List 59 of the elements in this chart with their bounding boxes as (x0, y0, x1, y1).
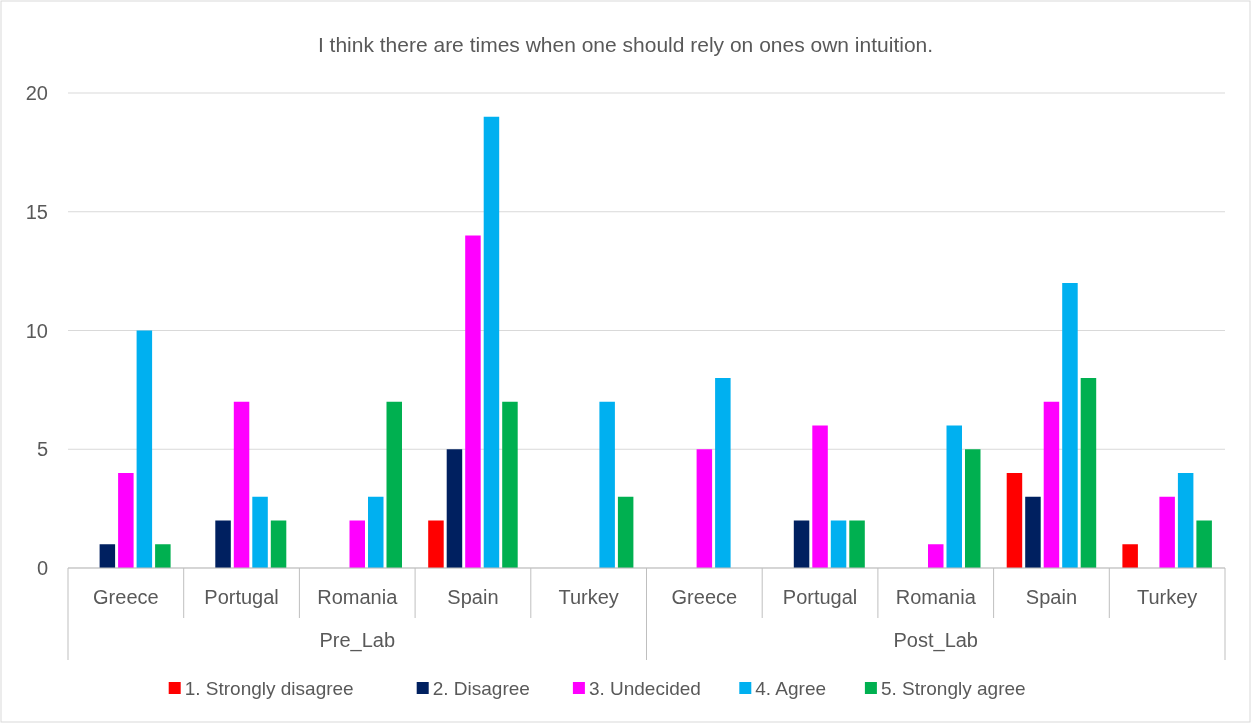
y-tick-label: 0 (36, 557, 48, 579)
y-tick-label: 20 (25, 82, 48, 104)
bar (349, 520, 365, 568)
bar (1025, 496, 1041, 568)
bar (446, 449, 463, 568)
x-tick-label: Portugal (782, 586, 858, 608)
x-tick-label: Greece (93, 586, 159, 608)
text: Post_Lab (893, 629, 979, 652)
text: Pre_Lab (319, 629, 396, 652)
bar (1006, 473, 1023, 568)
bar (99, 544, 116, 568)
bar (849, 520, 865, 568)
y-tick-label: 15 (25, 200, 48, 223)
legend-label: 5. Strongly agree (880, 678, 1026, 699)
chart-title: I think there are times when one should rely on ones own intuition. (317, 33, 934, 56)
bar (1177, 473, 1194, 568)
bar (946, 425, 962, 568)
legend-label: 4. Agree (755, 678, 827, 699)
bar (830, 520, 847, 568)
x-tick-label: Spain (1025, 586, 1078, 608)
x-tick-label: Turkey (558, 586, 619, 608)
bar (696, 449, 713, 568)
bar (965, 449, 981, 568)
bar (1196, 520, 1212, 568)
x-tick-label: Greece (671, 586, 738, 608)
bar (428, 520, 444, 568)
bar (1043, 401, 1060, 568)
bar (155, 544, 171, 568)
bar (1080, 378, 1097, 568)
bar (1062, 283, 1078, 568)
bar (928, 544, 944, 568)
bar (715, 378, 731, 568)
bar (118, 473, 134, 568)
bar (617, 496, 634, 568)
bar (233, 401, 250, 568)
bar (215, 520, 231, 568)
legend-label: 2. Disagree (432, 678, 530, 699)
bar (502, 401, 518, 568)
bar (465, 235, 481, 568)
y-tick-label: 10 (25, 319, 48, 342)
bar (136, 330, 153, 568)
bar (1122, 544, 1138, 568)
legend-label: 3. Undecided (588, 678, 701, 699)
bar (368, 496, 384, 568)
x-tick-label: Portugal (204, 586, 279, 608)
bar (599, 401, 615, 568)
bar (793, 520, 810, 568)
x-tick-label: Turkey (1136, 586, 1198, 608)
bar (386, 401, 402, 568)
bar (483, 116, 500, 568)
bar (1159, 496, 1175, 568)
x-tick-label: Romania (317, 586, 399, 608)
x-tick-label: Romania (895, 586, 977, 608)
legend-label: 1. Strongly disagree (184, 678, 354, 699)
bar (812, 425, 828, 568)
bar (252, 496, 268, 568)
x-tick-label: Spain (447, 586, 499, 608)
bar (270, 520, 287, 568)
y-tick-label: 5 (36, 438, 48, 461)
